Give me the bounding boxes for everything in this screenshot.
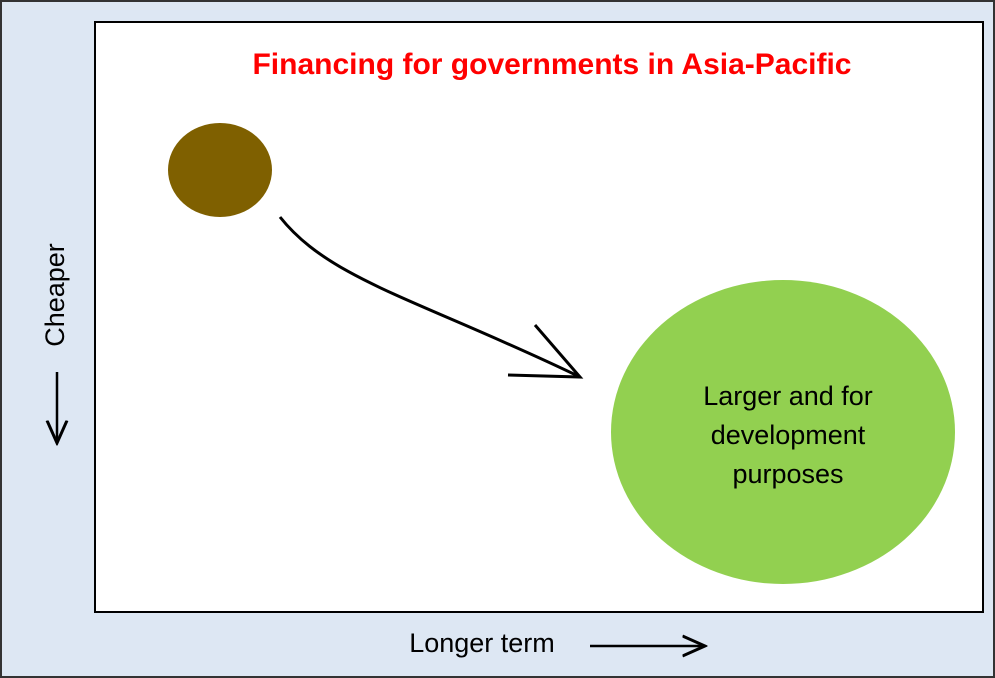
large-circle bbox=[611, 280, 955, 584]
title: Financing for governments in Asia-Pacifi… bbox=[252, 48, 851, 81]
x-axis-label: Longer term bbox=[409, 628, 555, 658]
node-label-line: Larger and for bbox=[703, 381, 873, 411]
node-label-line: development bbox=[711, 420, 866, 450]
arrow-head bbox=[507, 324, 584, 379]
curved-arrow bbox=[278, 216, 581, 379]
node-label-line: purposes bbox=[732, 459, 843, 489]
small-circle bbox=[168, 123, 272, 217]
y-axis-label: Cheaper bbox=[40, 243, 70, 347]
